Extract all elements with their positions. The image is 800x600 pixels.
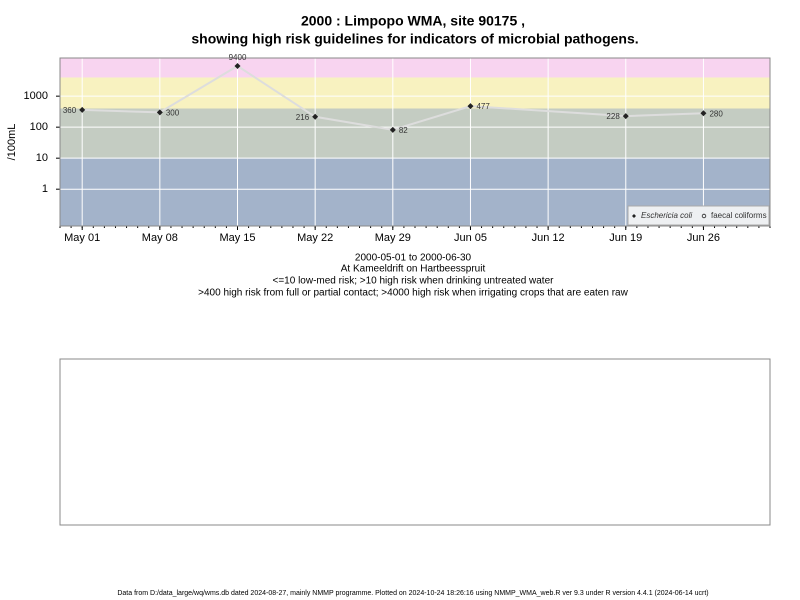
chart-title: 2000 : Limpopo WMA, site 90175 , <box>301 13 525 29</box>
risk-band <box>60 77 770 109</box>
y-tick-label: 10 <box>36 152 48 164</box>
legend-box <box>627 205 770 226</box>
plot-frame <box>59 57 771 227</box>
data-label: 477 <box>476 102 490 111</box>
data-point <box>312 113 319 120</box>
y-tick-label: 1000 <box>24 90 48 102</box>
legend-label: faecal coliforms <box>711 211 767 220</box>
data-point <box>79 106 86 113</box>
data-label: 216 <box>296 113 310 122</box>
data-point <box>622 113 629 120</box>
data-point <box>234 62 241 69</box>
legend-label: Eschericia coli <box>641 211 692 220</box>
y-axis-label: /100mL <box>6 124 18 161</box>
x-tick-label: May 01 <box>64 232 100 244</box>
legend-marker <box>701 213 707 219</box>
subtitle: <=10 low-med risk; >10 high risk when dr… <box>273 276 555 287</box>
data-point <box>389 126 396 133</box>
data-point <box>156 109 163 116</box>
x-tick-label: Jun 05 <box>454 232 487 244</box>
data-point <box>467 103 474 110</box>
legend-marker <box>632 214 636 218</box>
data-label: 280 <box>709 109 723 118</box>
subtitle: 2000-05-01 to 2000-06-30 <box>355 253 472 264</box>
x-tick-label: Jun 19 <box>609 232 642 244</box>
x-tick-label: May 29 <box>375 232 411 244</box>
data-point <box>700 110 707 117</box>
y-tick-label: 1 <box>42 183 48 195</box>
risk-band <box>60 108 770 159</box>
subtitle: At Kameeldrift on Hartbeesspruit <box>341 264 486 275</box>
chart-title: showing high risk guidelines for indicat… <box>191 31 638 47</box>
data-label: 360 <box>63 106 77 115</box>
x-tick-label: May 22 <box>297 232 333 244</box>
data-label: 9400 <box>229 53 247 62</box>
footer: Data from D:/data_large/wq/wms.db dated … <box>117 590 708 597</box>
x-tick-label: Jun 26 <box>687 232 720 244</box>
risk-band <box>60 58 770 78</box>
data-label: 228 <box>606 112 620 121</box>
empty-panel <box>59 358 771 526</box>
subtitle: >400 high risk from full or partial cont… <box>198 288 628 299</box>
x-tick-label: May 15 <box>219 232 255 244</box>
y-tick-label: 100 <box>30 121 48 133</box>
x-tick-label: May 08 <box>142 232 178 244</box>
series-line <box>82 64 704 131</box>
x-tick-label: Jun 12 <box>532 232 565 244</box>
data-label: 82 <box>399 126 408 135</box>
data-label: 300 <box>166 108 180 117</box>
